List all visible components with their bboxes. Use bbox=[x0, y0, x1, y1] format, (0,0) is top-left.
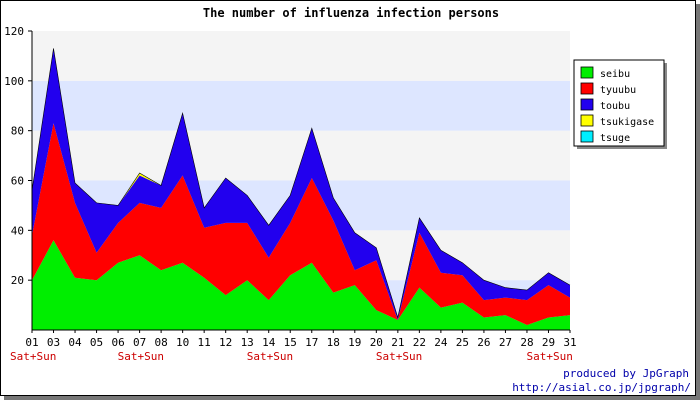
legend-label-seibu: seibu bbox=[600, 69, 630, 80]
legend-label-tyuubu: tyuubu bbox=[600, 85, 636, 96]
legend: seibu tyuubu toubu tsukigase tsuge bbox=[573, 59, 667, 149]
x-tick-label: 07 bbox=[133, 336, 146, 349]
x-tick-label: 29 bbox=[542, 336, 555, 349]
x-tick-label: 31 bbox=[563, 336, 576, 349]
weekend-labels: Sat+Sun Sat+Sun Sat+Sun Sat+Sun Sat+Sun bbox=[10, 350, 573, 363]
y-tick-label: 20 bbox=[11, 274, 24, 287]
credit-line-1: produced by JpGraph bbox=[563, 367, 689, 380]
y-tick-label: 100 bbox=[4, 75, 24, 88]
legend-swatch-tsuge bbox=[580, 130, 594, 143]
x-tick-label: 06 bbox=[111, 336, 124, 349]
weekend-label: Sat+Sun bbox=[526, 350, 572, 363]
legend-swatch-tyuubu bbox=[580, 82, 594, 95]
legend-label-tsukigase: tsukigase bbox=[600, 117, 654, 128]
x-tick-label: 15 bbox=[284, 336, 297, 349]
area-seibu bbox=[32, 240, 570, 330]
x-tick-label: 05 bbox=[90, 336, 103, 349]
grid-bands bbox=[32, 31, 570, 330]
y-tick-labels: 20 40 60 80 100 120 bbox=[4, 25, 24, 287]
x-tick-label: 24 bbox=[434, 336, 448, 349]
y-tick-label: 80 bbox=[11, 125, 24, 138]
total-outline bbox=[31, 48, 571, 319]
series-areas bbox=[31, 48, 571, 330]
x-tick-label: 11 bbox=[198, 336, 211, 349]
x-tick-label: 04 bbox=[68, 336, 82, 349]
x-tick-label: 26 bbox=[477, 336, 490, 349]
area-toubu bbox=[32, 48, 570, 321]
x-tick-label: 10 bbox=[176, 336, 189, 349]
x-tick-label: 22 bbox=[413, 336, 426, 349]
axes bbox=[28, 30, 571, 333]
x-tick-label: 21 bbox=[391, 336, 404, 349]
x-tick-label: 28 bbox=[520, 336, 533, 349]
x-tick-labels: 01 03 04 05 06 07 08 10 11 12 13 14 15 17 18 19 20 21 22 24… bbox=[25, 336, 576, 349]
grid-band bbox=[32, 31, 570, 81]
legend-label-toubu: toubu bbox=[600, 101, 630, 112]
y-tick-label: 40 bbox=[11, 224, 24, 237]
x-tick-label: 27 bbox=[499, 336, 512, 349]
influenza-area-chart: The number of influenza infection person… bbox=[4, 6, 691, 394]
y-tick-label: 120 bbox=[4, 25, 24, 38]
weekend-label: Sat+Sun bbox=[118, 350, 164, 363]
grid-band bbox=[32, 80, 570, 131]
chart-title: The number of influenza infection person… bbox=[203, 6, 499, 20]
area-tyuubu bbox=[32, 123, 570, 325]
x-tick-label: 01 bbox=[25, 336, 38, 349]
x-tick-label: 25 bbox=[456, 336, 469, 349]
x-tick-label: 18 bbox=[327, 336, 340, 349]
weekend-label: Sat+Sun bbox=[376, 350, 422, 363]
x-tick-label: 17 bbox=[305, 336, 318, 349]
credit-line-2: http://asial.co.jp/jpgraph/ bbox=[512, 381, 691, 394]
x-tick-label: 14 bbox=[262, 336, 276, 349]
weekend-label: Sat+Sun bbox=[247, 350, 293, 363]
x-tick-label: 03 bbox=[47, 336, 60, 349]
legend-swatch-tsukigase bbox=[580, 114, 594, 127]
weekend-label: Sat+Sun bbox=[10, 350, 56, 363]
legend-label-tsuge: tsuge bbox=[600, 133, 630, 144]
x-tick-label: 13 bbox=[241, 336, 254, 349]
legend-swatch-toubu bbox=[580, 98, 594, 111]
x-tick-label: 19 bbox=[348, 336, 361, 349]
x-tick-label: 20 bbox=[370, 336, 383, 349]
legend-swatch-seibu bbox=[580, 66, 594, 79]
y-tick-label: 60 bbox=[11, 175, 24, 188]
x-tick-label: 12 bbox=[219, 336, 232, 349]
x-tick-label: 08 bbox=[154, 336, 167, 349]
